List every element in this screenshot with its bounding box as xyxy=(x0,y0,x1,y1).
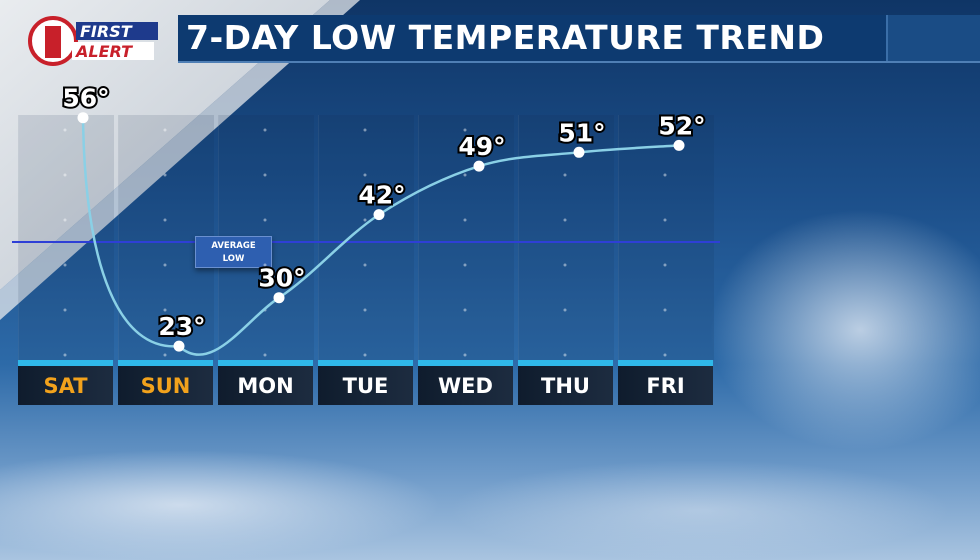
title-bar-accent xyxy=(886,15,980,61)
grid-tick xyxy=(363,308,367,312)
day-column xyxy=(118,115,214,360)
data-point-tue xyxy=(373,209,385,221)
data-label-thu: 51° xyxy=(558,118,605,147)
x-tick-label: TUE xyxy=(318,366,413,405)
grid-tick xyxy=(163,308,167,312)
grid-tick xyxy=(263,218,267,222)
x-tick-label: WED xyxy=(418,366,513,405)
day-thu: THU xyxy=(518,360,613,405)
data-label-wed: 49° xyxy=(458,132,505,161)
grid-tick xyxy=(363,353,367,357)
grid-tick xyxy=(63,128,67,132)
grid-tick xyxy=(363,263,367,267)
grid-tick xyxy=(463,173,467,177)
day-fri: FRI xyxy=(618,360,713,405)
day-column xyxy=(418,115,514,360)
average-low-line xyxy=(12,241,720,244)
x-tick-label: FRI xyxy=(618,366,713,405)
average-low-label: AVERAGE LOW xyxy=(195,236,272,269)
day-wed: WED xyxy=(418,360,513,405)
day-bar xyxy=(218,360,313,366)
data-label-tue: 42° xyxy=(358,181,405,210)
day-bar xyxy=(18,360,113,366)
grid-tick xyxy=(263,353,267,357)
grid-tick xyxy=(663,218,667,222)
day-bar xyxy=(518,360,613,366)
day-bar xyxy=(118,360,213,366)
x-tick-label: SUN xyxy=(118,366,213,405)
day-sun: SUN xyxy=(118,360,213,405)
data-label-sat: 56° xyxy=(62,84,109,113)
svg-text:ALERT: ALERT xyxy=(74,42,133,61)
day-column xyxy=(18,115,114,360)
grid-tick xyxy=(463,218,467,222)
day-bar xyxy=(418,360,513,366)
grid-tick xyxy=(663,263,667,267)
grid-tick xyxy=(663,353,667,357)
first-alert-logo: FIRST ALERT xyxy=(28,16,160,66)
data-point-mon xyxy=(273,292,285,304)
grid-tick xyxy=(363,173,367,177)
temperature-curve xyxy=(81,117,680,356)
grid-tick xyxy=(363,218,367,222)
grid-tick xyxy=(363,128,367,132)
grid-tick xyxy=(163,173,167,177)
grid-tick xyxy=(563,173,567,177)
day-column xyxy=(618,115,714,360)
grid-tick xyxy=(163,353,167,357)
data-point-wed xyxy=(473,160,485,172)
grid-tick xyxy=(163,218,167,222)
grid-tick xyxy=(63,263,67,267)
grid-tick xyxy=(463,263,467,267)
average-low-label-line2: LOW xyxy=(222,254,245,265)
grid-tick xyxy=(63,173,67,177)
grid-tick xyxy=(63,353,67,357)
x-tick-label: SAT xyxy=(18,366,113,405)
grid-tick xyxy=(163,128,167,132)
grid-tick xyxy=(263,173,267,177)
day-bar xyxy=(618,360,713,366)
data-point-sun xyxy=(173,340,185,352)
grid-tick xyxy=(263,128,267,132)
day-bar xyxy=(318,360,413,366)
data-label-fri: 52° xyxy=(658,111,705,140)
day-sat: SAT xyxy=(18,360,113,405)
grid-tick xyxy=(563,263,567,267)
grid-tick xyxy=(563,218,567,222)
chart-title: 7-DAY LOW TEMPERATURE TREND xyxy=(186,18,825,57)
x-tick-label: THU xyxy=(518,366,613,405)
data-point-sat xyxy=(77,112,89,124)
day-column xyxy=(318,115,414,360)
svg-text:FIRST: FIRST xyxy=(80,22,133,41)
data-label-mon: 30° xyxy=(258,264,305,293)
grid-tick xyxy=(663,308,667,312)
grid-tick xyxy=(563,308,567,312)
grid-tick xyxy=(63,218,67,222)
grid-tick xyxy=(463,308,467,312)
data-point-thu xyxy=(573,146,585,158)
grid-tick xyxy=(263,263,267,267)
grid-tick xyxy=(463,128,467,132)
grid-tick xyxy=(563,353,567,357)
title-bar: 7-DAY LOW TEMPERATURE TREND xyxy=(178,15,980,63)
grid-tick xyxy=(563,128,567,132)
data-point-fri xyxy=(673,139,685,151)
grid-tick xyxy=(663,173,667,177)
day-mon: MON xyxy=(218,360,313,405)
day-tue: TUE xyxy=(318,360,413,405)
x-tick-label: MON xyxy=(218,366,313,405)
grid-tick xyxy=(63,308,67,312)
grid-tick xyxy=(663,128,667,132)
data-label-sun: 23° xyxy=(158,312,205,341)
grid-tick xyxy=(163,263,167,267)
average-low-label-line1: AVERAGE xyxy=(211,241,256,252)
grid-tick xyxy=(463,353,467,357)
